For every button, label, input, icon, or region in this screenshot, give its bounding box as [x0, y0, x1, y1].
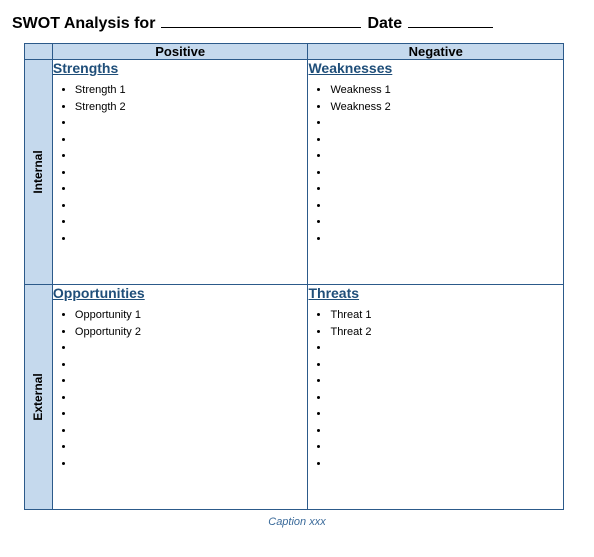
- list-item: [330, 456, 563, 473]
- list-item: [330, 390, 563, 407]
- list-item: [75, 165, 308, 182]
- list-item: [330, 231, 563, 248]
- row-header-external: External: [25, 285, 53, 510]
- list-item: [75, 373, 308, 390]
- list-item: Weakness 1: [330, 82, 563, 99]
- list-item: [75, 148, 308, 165]
- list-item: [330, 132, 563, 149]
- list-item: [75, 456, 308, 473]
- header-row: Positive Negative: [25, 44, 564, 60]
- quad-threats: Threats Threat 1Threat 2: [308, 285, 564, 510]
- swot-grid: Positive Negative Internal Strengths Str…: [24, 43, 564, 510]
- corner-cell: [25, 44, 53, 60]
- list-item: [75, 231, 308, 248]
- title-blank-subject[interactable]: [161, 12, 361, 28]
- list-item: [75, 390, 308, 407]
- list-item: [330, 165, 563, 182]
- external-row: External Opportunities Opportunity 1Oppo…: [25, 285, 564, 510]
- quad-title-weaknesses: Weaknesses: [308, 60, 563, 76]
- quad-title-threats: Threats: [308, 285, 563, 301]
- list-item: [75, 132, 308, 149]
- list-item: [330, 148, 563, 165]
- col-header-negative: Negative: [308, 44, 564, 60]
- list-item: [330, 373, 563, 390]
- row-header-external-text: External: [31, 373, 45, 420]
- list-item: Strength 1: [75, 82, 308, 99]
- list-item: [330, 181, 563, 198]
- list-item: Opportunity 2: [75, 324, 308, 341]
- list-item: [330, 423, 563, 440]
- list-item: Opportunity 1: [75, 307, 308, 324]
- list-item: [75, 198, 308, 215]
- row-header-internal-text: Internal: [31, 150, 45, 193]
- list-item: [330, 357, 563, 374]
- list-item: [330, 340, 563, 357]
- quad-strengths: Strengths Strength 1Strength 2: [52, 60, 308, 285]
- list-item: [330, 214, 563, 231]
- opportunities-list: Opportunity 1Opportunity 2: [75, 307, 308, 472]
- row-header-internal: Internal: [25, 60, 53, 285]
- quad-title-strengths: Strengths: [53, 60, 308, 76]
- list-item: [75, 115, 308, 132]
- list-item: [330, 115, 563, 132]
- date-label: Date: [367, 15, 402, 33]
- quad-weaknesses: Weaknesses Weakness 1Weakness 2: [308, 60, 564, 285]
- list-item: [75, 214, 308, 231]
- list-item: Weakness 2: [330, 99, 563, 116]
- list-item: [75, 423, 308, 440]
- list-item: [75, 357, 308, 374]
- list-item: [330, 198, 563, 215]
- title-row: SWOT Analysis for Date: [12, 12, 582, 33]
- list-item: Threat 1: [330, 307, 563, 324]
- quad-opportunities: Opportunities Opportunity 1Opportunity 2: [52, 285, 308, 510]
- quad-title-opportunities: Opportunities: [53, 285, 308, 301]
- title-blank-date[interactable]: [408, 12, 493, 28]
- title-prefix: SWOT Analysis for: [12, 15, 155, 33]
- list-item: [75, 340, 308, 357]
- weaknesses-list: Weakness 1Weakness 2: [330, 82, 563, 247]
- col-header-positive: Positive: [52, 44, 308, 60]
- list-item: [75, 181, 308, 198]
- strengths-list: Strength 1Strength 2: [75, 82, 308, 247]
- list-item: [330, 406, 563, 423]
- list-item: [75, 439, 308, 456]
- list-item: [330, 439, 563, 456]
- caption: Caption xxx: [12, 516, 582, 528]
- list-item: Threat 2: [330, 324, 563, 341]
- internal-row: Internal Strengths Strength 1Strength 2 …: [25, 60, 564, 285]
- threats-list: Threat 1Threat 2: [330, 307, 563, 472]
- list-item: [75, 406, 308, 423]
- list-item: Strength 2: [75, 99, 308, 116]
